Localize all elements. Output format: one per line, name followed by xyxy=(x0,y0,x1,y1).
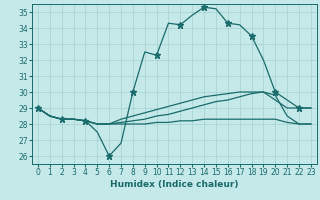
X-axis label: Humidex (Indice chaleur): Humidex (Indice chaleur) xyxy=(110,180,239,189)
